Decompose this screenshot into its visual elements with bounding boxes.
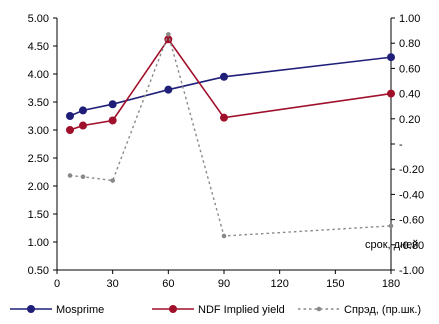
y-left-tick-label: 4.50 bbox=[28, 41, 49, 53]
x-tick-label: 60 bbox=[162, 278, 174, 290]
data-point-ndf bbox=[78, 121, 87, 130]
y-left-tick-label: 2.00 bbox=[28, 181, 49, 193]
y-left-tick-label: 3.00 bbox=[28, 125, 49, 137]
data-point-mosprime bbox=[108, 100, 117, 109]
legend: Mosprime NDF Implied yield Спрэд, (пр.шк.) bbox=[10, 304, 421, 316]
data-point-ndf bbox=[164, 35, 173, 44]
data-point-spread bbox=[67, 173, 73, 178]
data-point-mosprime bbox=[164, 85, 173, 94]
y-right-tick-label: 1.00 bbox=[399, 13, 420, 25]
data-point-mosprime bbox=[78, 106, 87, 115]
y-right-tick-label: -0.40 bbox=[399, 189, 424, 201]
y-right-tick-label: 0.40 bbox=[399, 89, 420, 101]
y-right-tick-label: -0.60 bbox=[399, 215, 424, 227]
data-point-spread bbox=[110, 178, 115, 183]
series-line-ndf bbox=[69, 37, 392, 131]
data-point-ndf bbox=[108, 116, 117, 125]
y-right-tick-label: 0.60 bbox=[399, 63, 420, 75]
data-point-spread bbox=[388, 223, 394, 229]
y-left-tick-label: 2.50 bbox=[28, 153, 49, 165]
y-left-tick-label: 5.00 bbox=[28, 13, 49, 25]
x-axis-label: срок, дней bbox=[365, 239, 418, 251]
data-point-ndf bbox=[65, 126, 74, 134]
legend-label-ndf: NDF Implied yield bbox=[198, 304, 285, 316]
series-line-mosprime bbox=[69, 56, 392, 117]
data-point-spread bbox=[166, 32, 171, 37]
data-point-ndf bbox=[220, 113, 228, 122]
legend-label-spread: Спрэд, (пр.шк.) bbox=[344, 304, 421, 316]
data-point-spread bbox=[221, 233, 227, 239]
series-line-spread bbox=[69, 32, 392, 237]
y-left-tick-label: 0.50 bbox=[28, 265, 49, 277]
x-tick-label: 0 bbox=[54, 278, 60, 290]
y-right-tick-label: -0.80 bbox=[399, 240, 424, 252]
data-point-mosprime bbox=[65, 112, 74, 120]
y-right-tick-label: -1.00 bbox=[399, 265, 424, 277]
y-right-tick-label: -0.20 bbox=[399, 164, 424, 176]
y-left-tick-label: 4.00 bbox=[28, 69, 49, 81]
x-tick-label: 180 bbox=[382, 278, 400, 290]
y-left-tick-label: 1.50 bbox=[28, 209, 49, 221]
legend-marker-spread bbox=[316, 306, 322, 312]
x-tick-label: 150 bbox=[326, 278, 344, 290]
legend-marker-mosprime bbox=[27, 305, 35, 313]
data-point-mosprime bbox=[220, 72, 228, 81]
series-layer bbox=[65, 32, 395, 239]
data-point-mosprime bbox=[387, 53, 395, 62]
y-right-tick-label: 0.80 bbox=[399, 38, 420, 50]
data-point-ndf bbox=[387, 89, 395, 98]
data-point-spread bbox=[80, 174, 86, 180]
y-left-tick-label: 3.50 bbox=[28, 97, 49, 109]
x-tick-label: 30 bbox=[107, 278, 119, 290]
y-right-tick-label: - bbox=[399, 139, 403, 151]
x-tick-label: 120 bbox=[270, 278, 288, 290]
x-tick-label: 90 bbox=[218, 278, 230, 290]
y-left-tick-label: 1.00 bbox=[28, 237, 49, 249]
legend-label-mosprime: Mosprime bbox=[56, 304, 104, 316]
y-right-tick-label: 0.20 bbox=[399, 114, 420, 126]
legend-marker-ndf bbox=[169, 305, 177, 313]
axes: 0.50 1.00 1.50 2.00 2.50 3.00 3.50 4.00 4.50 5.00… bbox=[28, 13, 425, 290]
